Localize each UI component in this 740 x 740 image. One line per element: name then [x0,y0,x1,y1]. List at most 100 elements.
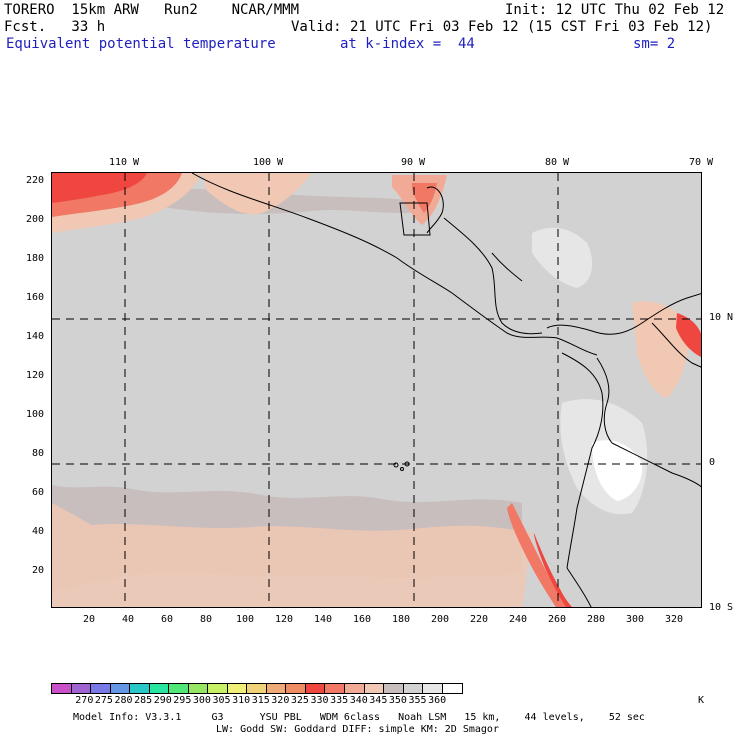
colorbar-swatch [110,684,131,693]
x-tick: 280 [586,614,606,625]
lon-label-110w: 110 W [108,157,140,168]
y-tick: 20 [31,565,44,576]
lat-label-0: 0 [709,457,716,468]
north-colombia-coast [546,293,701,335]
colorbar-label: 275 [94,695,113,706]
colorbar-swatch [91,684,111,693]
south-america-west-coast [561,352,604,569]
field-band-340-coast [202,173,312,215]
lat-label-10s: 10 S [709,602,734,613]
y-tick: 180 [25,253,44,264]
x-tick: 100 [235,614,255,625]
lat-label-10n: 10 N [709,312,734,323]
x-tick: 300 [625,614,645,625]
x-tick: 140 [313,614,333,625]
colorbar-label: 340 [349,695,368,706]
coastlines [191,173,701,607]
model-title: TORERO 15km ARW Run2 NCAR/MMM [4,2,300,18]
colorbar-swatch [227,684,248,693]
y-tick: 120 [25,370,44,381]
x-tick: 200 [430,614,450,625]
colorbar-swatch [266,684,287,693]
colorbar-swatch [149,684,170,693]
field-band-340-colombia [632,301,689,398]
x-tick: 20 [82,614,96,625]
theta-e-map [52,173,701,607]
nicaragua-border [491,252,523,282]
colorbar-label: 345 [369,695,388,706]
yucatan-coast [426,186,444,234]
field-band-330-northwest [52,173,147,203]
galapagos-island [393,462,399,468]
colorbar-swatch [384,684,404,693]
colorbar-label: 320 [271,695,290,706]
colorbar-label: 305 [212,695,231,706]
physics-info: LW: Godd SW: Goddard DIFF: simple KM: 2D… [216,724,499,735]
colorbar-label: 350 [388,695,407,706]
y-tick: 200 [25,214,44,225]
colorbar-swatch [442,684,463,693]
x-tick: 60 [160,614,174,625]
colorbar-label: 330 [310,695,329,706]
colorbar-label: 290 [153,695,172,706]
field-band-330-gulf [412,183,437,213]
lon-label-90w: 90 W [400,157,426,168]
colorbar-swatch [344,684,365,693]
pacific-coast-central-america [191,173,598,356]
smoothing-value: sm= 2 [633,36,676,52]
colorbar-swatch [305,684,326,693]
lon-label-70w: 70 W [688,157,714,168]
colorbar-label: 325 [290,695,309,706]
colorbar-swatch [247,684,267,693]
colorbar-swatch [364,684,385,693]
x-tick: 260 [547,614,567,625]
colorbar-label: 270 [75,695,94,706]
colorbar-swatch [403,684,424,693]
model-info: Model Info: V3.3.1 G3 YSU PBL WDM 6class… [73,712,645,723]
field-name: Equivalent potential temperature [6,36,276,52]
x-tick: 80 [199,614,213,625]
x-tick: 160 [352,614,372,625]
x-tick: 40 [121,614,135,625]
colorbar-label: 280 [114,695,133,706]
y-tick: 140 [25,331,44,342]
colombia-ecuador-border [596,357,613,444]
lon-label-100w: 100 W [252,157,284,168]
colorbar-label: 295 [173,695,192,706]
galapagos-island [400,467,404,471]
colorbar-label: 285 [134,695,153,706]
peru-border [611,442,701,488]
x-tick: 120 [274,614,294,625]
colorbar-label: 360 [428,695,447,706]
y-tick: 220 [25,175,44,186]
x-tick: 220 [469,614,489,625]
colorbar-swatch [286,684,306,693]
y-tick: 100 [25,409,44,420]
colorbar [51,683,463,694]
init-time: Init: 12 UTC Thu 02 Feb 12 [505,2,725,18]
colorbar-unit: K [698,695,705,706]
map-panel [51,172,702,608]
colorbar-swatch [188,684,209,693]
colorbar-swatch [52,684,72,693]
field-band-335-peru [507,503,571,607]
field-band-360-amazon [592,440,643,501]
field-band-355-caribbean [532,227,593,288]
graticule [52,173,701,607]
y-tick: 160 [25,292,44,303]
colorbar-swatch [130,684,150,693]
y-tick: 60 [31,487,44,498]
y-tick: 40 [31,526,44,537]
y-tick: 80 [31,448,44,459]
forecast-hour: Fcst. 33 h [4,19,106,35]
colorbar-label: 355 [408,695,427,706]
valid-time: Valid: 21 UTC Fri 03 Feb 12 (15 CST Fri … [291,19,713,35]
field-band-340-south [52,503,532,607]
belize-guatemala-border [399,202,431,236]
x-tick: 240 [508,614,528,625]
caribbean-coast [443,217,543,335]
x-tick: 320 [664,614,684,625]
venezuela-border [651,322,701,368]
peru-coast [566,567,592,607]
colorbar-label: 310 [232,695,251,706]
